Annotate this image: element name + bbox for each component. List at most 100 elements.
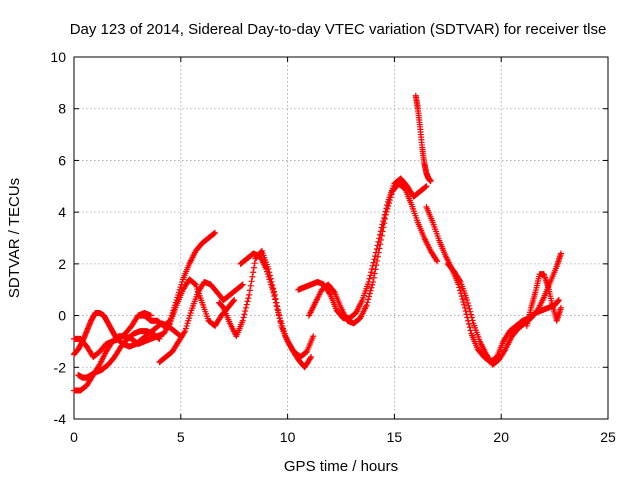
data-point [166, 318, 173, 325]
data-point [465, 320, 472, 327]
data-point [250, 264, 257, 271]
data-point [366, 275, 373, 282]
data-point [374, 253, 381, 260]
data-point [274, 306, 281, 313]
data-point [368, 284, 375, 291]
data-point [239, 317, 246, 324]
data-point [369, 262, 376, 269]
y-tick-label: 6 [58, 152, 66, 168]
data-point [363, 302, 370, 309]
data-point [423, 183, 430, 190]
y-tick-label: 0 [58, 308, 66, 324]
y-tick-label: -4 [54, 411, 67, 427]
x-tick-label: 20 [493, 429, 509, 445]
data-point [368, 269, 375, 276]
data-point [230, 298, 237, 305]
data-point [367, 272, 374, 279]
data-point [374, 257, 381, 264]
data-point [326, 290, 333, 297]
data-point [458, 293, 465, 300]
grid-layer [74, 57, 608, 419]
data-point [468, 311, 475, 318]
data-point [381, 220, 388, 227]
data-point [243, 301, 250, 308]
y-tick-label: 10 [50, 49, 66, 65]
data-point [387, 194, 394, 201]
data-point [245, 295, 252, 302]
data-point [422, 183, 429, 190]
y-tick-label: 2 [58, 256, 66, 272]
data-point [231, 297, 238, 304]
x-tick-label: 10 [280, 429, 296, 445]
data-point [377, 241, 384, 248]
data-point [386, 197, 393, 204]
data-point [369, 281, 376, 288]
data-point [461, 304, 468, 311]
data-point [272, 296, 279, 303]
data-point [240, 314, 247, 321]
data-point [310, 333, 317, 340]
data-point [378, 232, 385, 239]
data-point [251, 260, 258, 267]
data-point [270, 289, 277, 296]
data-point [365, 296, 372, 303]
data-point [380, 224, 387, 231]
data-point [466, 324, 473, 331]
data-point [558, 304, 565, 311]
data-point [466, 305, 473, 312]
data-point [456, 284, 463, 291]
data-point [378, 236, 385, 243]
data-point [373, 262, 380, 269]
data-point [247, 282, 254, 289]
y-tick-label: 8 [58, 101, 66, 117]
data-point [239, 281, 246, 288]
data-point [364, 299, 371, 306]
data-point [388, 191, 395, 198]
series-satellite-6 [156, 278, 246, 366]
series-satellite-13 [444, 250, 565, 368]
data-point [250, 269, 257, 276]
data-point [462, 308, 469, 315]
y-tick-label: -2 [54, 359, 67, 375]
data-point [366, 290, 373, 297]
data-point [156, 335, 163, 342]
data-point [248, 278, 255, 285]
x-axis-label: GPS time / hours [284, 458, 398, 475]
data-point [246, 291, 253, 298]
series-satellite-8 [237, 250, 315, 371]
data-point [371, 270, 378, 277]
data-point [434, 258, 441, 265]
x-tick-label: 0 [70, 429, 78, 445]
data-point [372, 266, 379, 273]
data-point [238, 282, 245, 289]
data-point [241, 311, 248, 318]
x-tick-label: 5 [177, 429, 185, 445]
x-tick-label: 25 [600, 429, 616, 445]
data-point [456, 277, 463, 284]
data-point [211, 230, 218, 237]
plot-frame [73, 56, 609, 420]
series-satellite-14 [523, 271, 565, 329]
series-satellite-12 [423, 203, 562, 366]
data-point [242, 304, 249, 311]
data-point [370, 278, 377, 285]
data-point [433, 256, 440, 263]
data-point [366, 293, 373, 300]
data-point [372, 253, 379, 260]
data-point [244, 298, 251, 305]
data-point [181, 329, 188, 336]
tick-layer: 0 5 10 15 20 25 -4 -2 0 2 4 6 8 10 [50, 49, 616, 445]
data-point [307, 355, 314, 362]
data-point [273, 302, 280, 309]
data-point [373, 245, 380, 252]
data-point [460, 298, 467, 305]
data-point [465, 302, 472, 309]
data-point [370, 274, 377, 281]
data-point [155, 335, 162, 342]
y-axis-label: SDTVAR / TECUs [6, 178, 23, 298]
series-layer [71, 92, 565, 394]
data-point [384, 205, 391, 212]
data-point [380, 214, 387, 221]
